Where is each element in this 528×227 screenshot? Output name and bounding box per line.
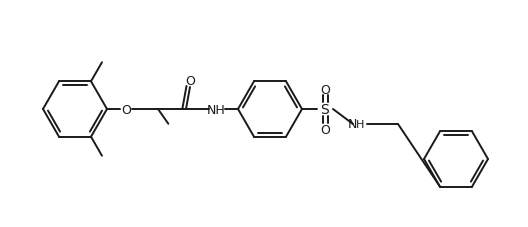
Text: N: N (347, 118, 357, 131)
Text: O: O (320, 123, 330, 136)
Text: NH: NH (206, 103, 225, 116)
Text: O: O (121, 103, 131, 116)
Text: O: O (185, 74, 195, 87)
Text: O: O (320, 83, 330, 96)
Text: H: H (356, 119, 364, 129)
Text: S: S (320, 103, 329, 116)
